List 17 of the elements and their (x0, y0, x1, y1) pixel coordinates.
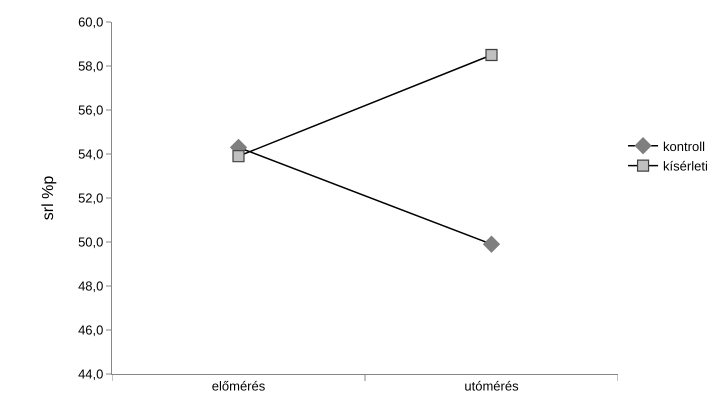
legend-label: kontroll (663, 138, 706, 154)
legend-label: kísérleti (663, 158, 708, 174)
y-tick-label: 46,0 (78, 322, 104, 338)
y-tick-label: 50,0 (78, 234, 104, 250)
point (232, 150, 245, 162)
y-tick-label: 58,0 (78, 58, 104, 74)
y-tick-label: 56,0 (78, 102, 104, 118)
y-tick-label: 48,0 (78, 278, 104, 294)
point (485, 48, 498, 62)
y-tick-label: 54,0 (78, 146, 104, 162)
y-tick-label: 52,0 (78, 190, 104, 206)
y-tick-label: 44,0 (78, 366, 104, 382)
y-tick-label: 60,0 (78, 14, 104, 30)
y-axis-title: srl %p (40, 176, 57, 220)
x-tick-label: előmérés (212, 378, 266, 394)
point (483, 236, 500, 253)
x-tick-label: utómérés (464, 378, 520, 394)
